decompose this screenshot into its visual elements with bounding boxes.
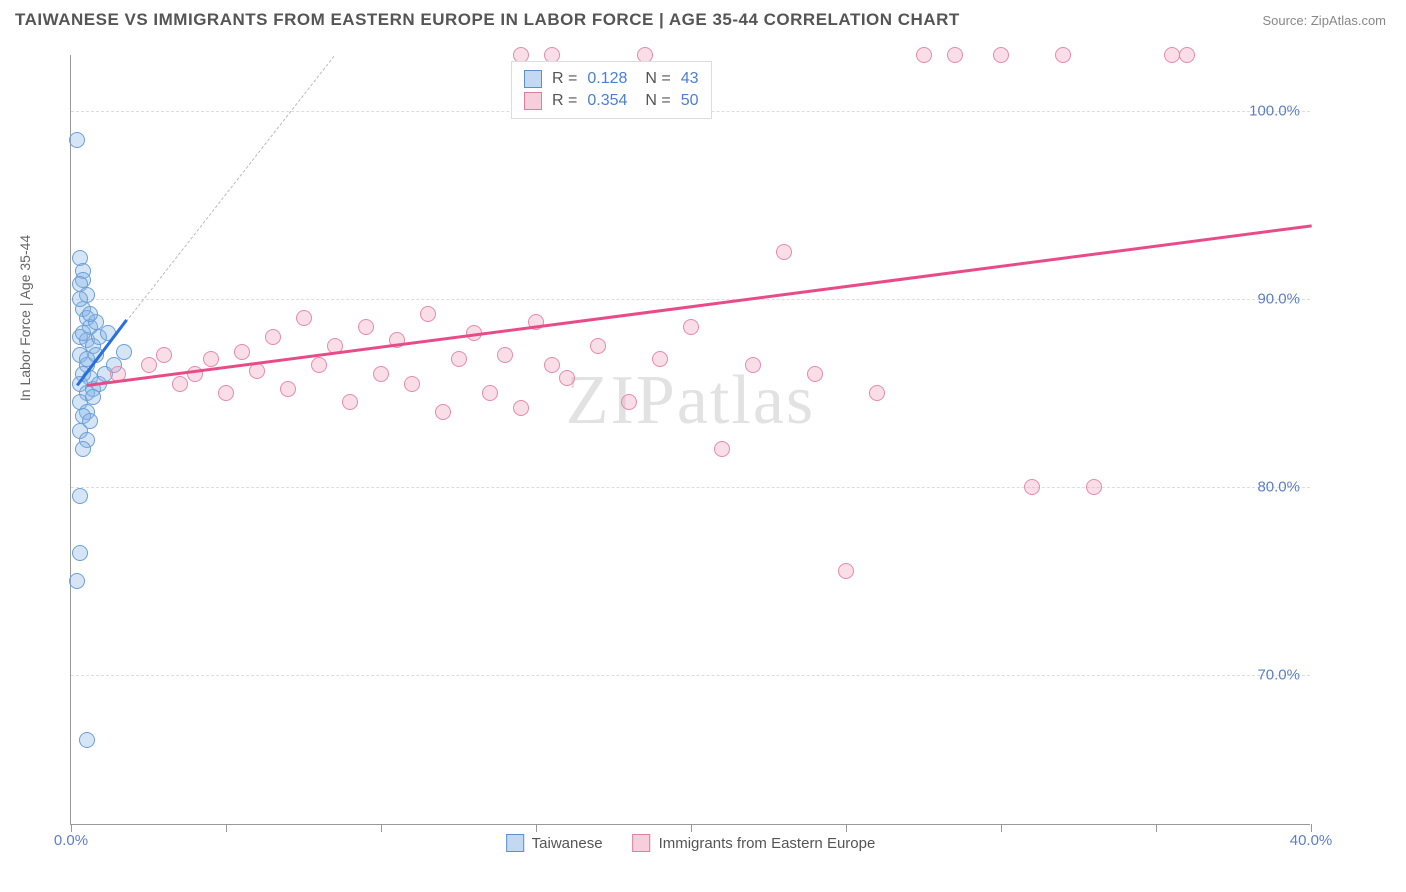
x-tick-label: 40.0% xyxy=(1290,832,1333,849)
x-tick-label: 0.0% xyxy=(54,832,88,849)
chart-source: Source: ZipAtlas.com xyxy=(1262,13,1386,28)
data-point xyxy=(69,132,85,148)
data-point xyxy=(497,347,513,363)
x-tick xyxy=(1311,824,1312,832)
y-tick-label: 80.0% xyxy=(1257,478,1300,495)
y-tick-label: 70.0% xyxy=(1257,666,1300,683)
data-point xyxy=(72,488,88,504)
data-point xyxy=(156,347,172,363)
data-point xyxy=(590,338,606,354)
x-tick xyxy=(691,824,692,832)
y-tick-label: 100.0% xyxy=(1249,103,1300,120)
data-point xyxy=(342,394,358,410)
data-point xyxy=(1055,47,1071,63)
y-axis-label: In Labor Force | Age 35-44 xyxy=(17,234,33,400)
data-point xyxy=(265,329,281,345)
data-point xyxy=(544,357,560,373)
data-point xyxy=(172,376,188,392)
gridline-h xyxy=(71,299,1310,300)
x-tick xyxy=(381,824,382,832)
x-tick xyxy=(1156,824,1157,832)
swatch-pink-icon xyxy=(524,92,542,110)
data-point xyxy=(513,400,529,416)
stats-box: R = 0.128 N = 43 R = 0.354 N = 50 xyxy=(511,61,712,119)
data-point xyxy=(745,357,761,373)
data-point xyxy=(420,306,436,322)
data-point xyxy=(85,389,101,405)
data-point xyxy=(234,344,250,360)
chart-title: TAIWANESE VS IMMIGRANTS FROM EASTERN EUR… xyxy=(15,10,960,30)
legend-bottom: Taiwanese Immigrants from Eastern Europe xyxy=(506,834,876,852)
data-point xyxy=(218,385,234,401)
data-point xyxy=(916,47,932,63)
data-point xyxy=(1179,47,1195,63)
data-point xyxy=(683,319,699,335)
data-point xyxy=(869,385,885,401)
data-point xyxy=(1086,479,1102,495)
data-point xyxy=(559,370,575,386)
x-tick xyxy=(846,824,847,832)
x-tick xyxy=(226,824,227,832)
data-point xyxy=(72,545,88,561)
chart-container: In Labor Force | Age 35-44 ZIPatlas Taiw… xyxy=(40,45,1390,840)
data-point xyxy=(358,319,374,335)
data-point xyxy=(82,306,98,322)
swatch-pink-icon xyxy=(633,834,651,852)
data-point xyxy=(141,357,157,373)
data-point xyxy=(652,351,668,367)
data-point xyxy=(1024,479,1040,495)
data-point xyxy=(79,732,95,748)
stats-row-1: R = 0.128 N = 43 xyxy=(524,68,699,90)
data-point xyxy=(1164,47,1180,63)
data-point xyxy=(72,291,88,307)
data-point xyxy=(482,385,498,401)
data-point xyxy=(838,563,854,579)
data-point xyxy=(373,366,389,382)
data-point xyxy=(435,404,451,420)
x-tick xyxy=(71,824,72,832)
data-point xyxy=(947,47,963,63)
data-point xyxy=(296,310,312,326)
swatch-blue-icon xyxy=(506,834,524,852)
data-point xyxy=(280,381,296,397)
y-tick-label: 90.0% xyxy=(1257,291,1300,308)
data-point xyxy=(311,357,327,373)
x-tick xyxy=(1001,824,1002,832)
x-tick xyxy=(536,824,537,832)
legend-item-1: Taiwanese xyxy=(506,834,603,852)
legend-item-2: Immigrants from Eastern Europe xyxy=(633,834,876,852)
data-point xyxy=(69,573,85,589)
data-point xyxy=(776,244,792,260)
swatch-blue-icon xyxy=(524,70,542,88)
data-point xyxy=(404,376,420,392)
data-point xyxy=(807,366,823,382)
data-point xyxy=(451,351,467,367)
trend-line xyxy=(86,224,1311,386)
data-point xyxy=(714,441,730,457)
plot-area: ZIPatlas Taiwanese Immigrants from Easte… xyxy=(70,55,1310,825)
data-point xyxy=(75,325,91,341)
gridline-h xyxy=(71,487,1310,488)
data-point xyxy=(75,441,91,457)
data-point xyxy=(621,394,637,410)
chart-header: TAIWANESE VS IMMIGRANTS FROM EASTERN EUR… xyxy=(0,0,1406,35)
data-point xyxy=(993,47,1009,63)
data-point xyxy=(116,344,132,360)
stats-row-2: R = 0.354 N = 50 xyxy=(524,90,699,112)
watermark: ZIPatlas xyxy=(566,361,815,441)
data-point xyxy=(203,351,219,367)
gridline-h xyxy=(71,675,1310,676)
